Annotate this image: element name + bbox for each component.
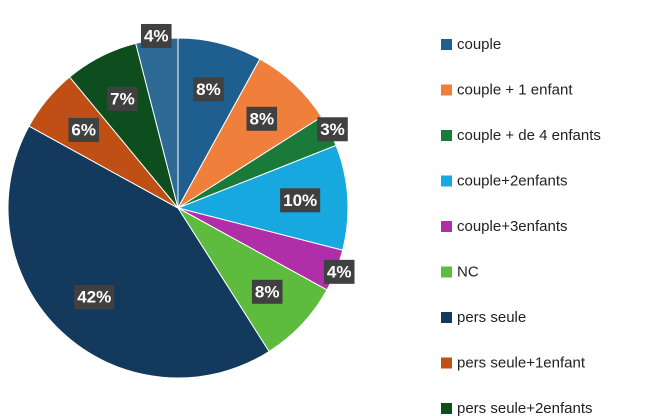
data-label-bg xyxy=(280,188,321,213)
data-label-bg xyxy=(140,23,172,48)
data-label-bg xyxy=(107,86,138,111)
data-label-text: 3% xyxy=(320,120,345,139)
data-label: 10% xyxy=(280,188,321,213)
legend-label: couple+2enfants xyxy=(457,172,568,189)
data-label-bg xyxy=(68,117,99,142)
data-label: 4% xyxy=(140,23,172,48)
legend-swatch xyxy=(441,84,452,96)
data-label: 8% xyxy=(246,106,278,131)
data-label-text: 8% xyxy=(249,109,274,128)
legend-swatch xyxy=(441,266,452,278)
data-label-text: 4% xyxy=(144,26,169,45)
legend-label: couple + de 4 enfants xyxy=(457,127,601,144)
legend-label: couple+3enfants xyxy=(457,218,568,235)
data-label: 8% xyxy=(251,279,283,304)
data-label-bg xyxy=(193,77,224,102)
legend-swatch xyxy=(441,221,452,232)
legend-swatch xyxy=(441,403,452,414)
data-label-text: 8% xyxy=(196,80,221,99)
data-label-text: 8% xyxy=(255,282,280,301)
legend-swatch xyxy=(441,130,452,141)
data-label-text: 10% xyxy=(283,191,317,210)
data-label-text: 4% xyxy=(327,262,352,281)
legend-label: pers seule xyxy=(457,309,526,326)
data-label-bg xyxy=(323,259,355,284)
legend-swatch xyxy=(441,357,452,369)
legend-swatch xyxy=(441,312,452,323)
data-label-bg xyxy=(74,285,115,310)
data-label: 6% xyxy=(68,117,99,142)
legend-label: couple xyxy=(457,36,501,53)
legend-label: couple + 1 enfant xyxy=(457,81,573,98)
legend-swatch xyxy=(441,39,452,50)
pie-slice xyxy=(7,125,270,379)
data-label-bg xyxy=(317,117,348,142)
data-label-bg xyxy=(246,106,278,131)
data-label: 42% xyxy=(74,285,115,310)
legend-label: pers seule+1enfant xyxy=(457,354,586,371)
legend-label: pers seule+2enfants xyxy=(457,400,593,416)
data-label-bg xyxy=(251,279,283,304)
data-label: 3% xyxy=(317,117,348,142)
pie-slice xyxy=(176,144,349,251)
legend-swatch xyxy=(441,175,452,187)
data-label: 4% xyxy=(323,259,355,284)
data-label-text: 42% xyxy=(77,288,111,307)
data-label-text: 6% xyxy=(71,120,96,139)
data-label: 7% xyxy=(107,86,138,111)
legend-label: NC xyxy=(457,263,479,280)
data-label-text: 7% xyxy=(110,89,135,108)
data-label: 8% xyxy=(193,77,224,102)
